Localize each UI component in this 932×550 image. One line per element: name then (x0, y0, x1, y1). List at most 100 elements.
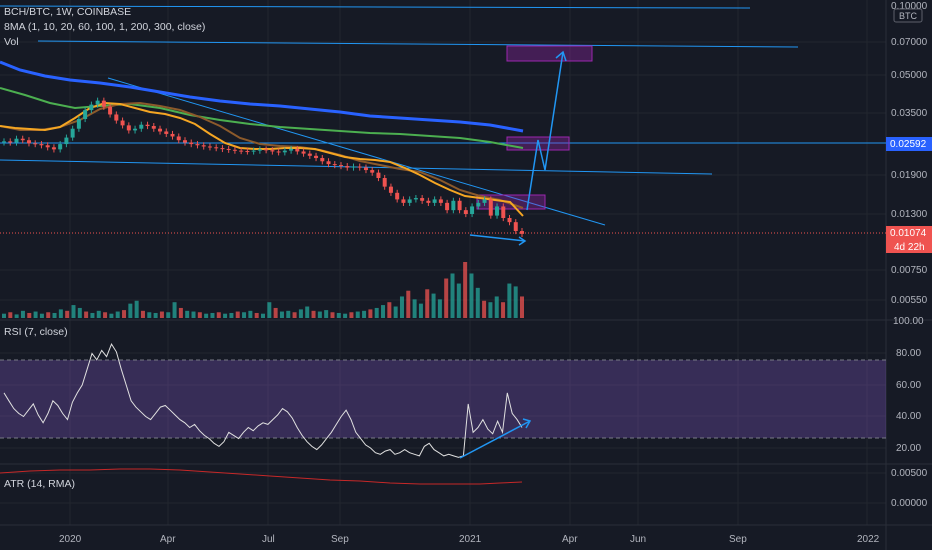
volume-bar (8, 312, 13, 318)
candle (363, 164, 368, 174)
time-axis[interactable]: 2020 Apr Jul Sep 2021 Apr Jun Sep 2022 (59, 534, 880, 545)
candle (513, 219, 518, 235)
time-tick-label: 2020 (59, 534, 82, 545)
candle (407, 196, 412, 206)
volume-bar (90, 312, 95, 318)
price-axis[interactable]: 0.10000 0.07000 0.05000 0.03500 0.01900 … (891, 1, 928, 306)
time-tick-label: Jun (630, 534, 646, 545)
rsi-divergence-line[interactable] (459, 420, 531, 459)
candle (507, 214, 512, 226)
drawings[interactable] (0, 5, 886, 226)
volume-bar (520, 296, 524, 318)
support-trendline[interactable] (0, 159, 713, 175)
candle (95, 97, 100, 108)
volume-bar (286, 310, 291, 318)
volume-bar (431, 293, 436, 318)
rsi-divergence-drawing[interactable] (459, 418, 532, 459)
candle (438, 196, 443, 206)
candle (8, 138, 13, 146)
time-tick-label: Apr (562, 534, 578, 545)
legend-ma: 8MA (1, 10, 20, 60, 100, 1, 200, 300, cl… (4, 21, 205, 33)
candle (176, 133, 181, 144)
volume-bar (153, 312, 158, 318)
candle (189, 139, 194, 148)
rsi-tick-label: 100.00 (893, 316, 924, 327)
volume-bar (2, 313, 6, 318)
candle (339, 162, 344, 170)
projection-path[interactable] (526, 51, 564, 211)
volume-bar (159, 311, 164, 318)
price-tick-label: 0.00750 (891, 265, 928, 276)
rsi-axis[interactable]: 100.00 80.00 60.00 40.00 20.00 (893, 316, 924, 454)
legend-atr: ATR (14, RMA) (4, 478, 75, 490)
price-tick-label: 0.01300 (891, 209, 928, 220)
volume-bar (166, 312, 171, 318)
candle (445, 199, 450, 214)
candle (83, 107, 88, 123)
volume-bar (52, 312, 57, 318)
volume-bar (305, 306, 310, 318)
volume-bar (444, 278, 449, 318)
divergence-arrow-price[interactable] (469, 234, 526, 242)
volume-bar (115, 311, 120, 318)
downtrend-line-long[interactable] (37, 40, 799, 48)
atr-axis[interactable]: 0.00500 0.00000 (891, 468, 928, 509)
volume-bar (330, 312, 335, 318)
volume-bar (229, 312, 234, 318)
volume-bar (216, 312, 221, 318)
price-tick-label: 0.01900 (891, 170, 928, 181)
candle (114, 111, 119, 124)
volume-bar (109, 313, 114, 318)
volume-bar (482, 300, 487, 318)
wedge-upper-line[interactable] (107, 77, 606, 226)
divergence-arrowhead-price[interactable] (518, 236, 527, 246)
legend-symbol: BCH/BTC, 1W, COINBASE (4, 6, 131, 18)
candle (214, 144, 219, 152)
rsi-divergence-arrowhead[interactable] (522, 418, 532, 429)
volume-bar (412, 299, 417, 318)
candle (420, 195, 425, 204)
top-horizontal-line[interactable] (0, 5, 751, 9)
candle (239, 147, 244, 155)
volume-bar (33, 311, 38, 318)
candle (170, 130, 175, 140)
candle (307, 150, 312, 159)
candle (133, 125, 138, 134)
projection-arrowhead[interactable] (555, 50, 567, 62)
candle (345, 163, 350, 171)
candle (26, 137, 31, 147)
candle (295, 145, 300, 155)
volume-bar (456, 283, 461, 318)
rsi-tick-label: 40.00 (896, 411, 921, 422)
candle (457, 197, 462, 214)
volume-bar (311, 310, 316, 318)
volume-bar (197, 312, 202, 318)
candle (139, 121, 144, 132)
rsi-tick-label: 60.00 (896, 380, 921, 391)
candle (495, 203, 500, 219)
price-tick-label: 0.07000 (891, 37, 928, 48)
volume-bar (298, 309, 303, 318)
candle (501, 203, 506, 222)
volume-bar (248, 310, 253, 318)
candle (151, 123, 156, 132)
candle (220, 145, 225, 153)
candle (89, 101, 94, 114)
projection-drawings[interactable] (469, 50, 567, 246)
candle (332, 161, 337, 169)
volume-bar (488, 302, 493, 318)
candle (264, 146, 269, 154)
currency-badge-box[interactable] (893, 8, 923, 23)
volume-bar (185, 310, 190, 318)
target-zone-top[interactable] (506, 45, 593, 62)
candle (195, 141, 200, 149)
candle (2, 138, 6, 146)
atr-line (0, 468, 523, 485)
volume-bar (355, 311, 360, 318)
volume-bar (292, 312, 297, 318)
time-tick-label: Jul (262, 534, 275, 545)
volume-bar (501, 302, 506, 318)
volume-bar (14, 314, 19, 318)
candle (201, 142, 206, 150)
